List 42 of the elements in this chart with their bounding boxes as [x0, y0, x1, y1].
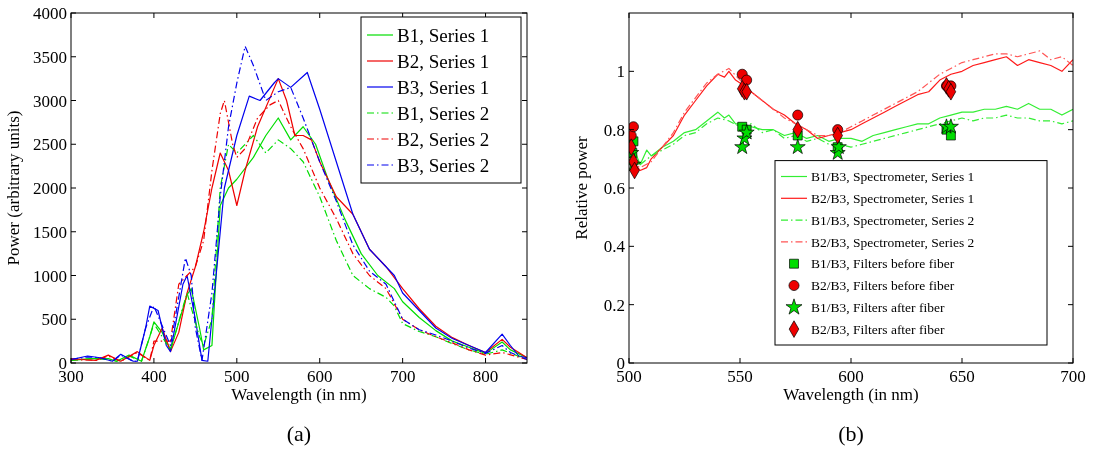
legend-label: B2, Series 2: [397, 128, 490, 150]
text: (a): [286, 421, 312, 446]
y-axis-title: Power (arbitrary units): [4, 110, 23, 266]
legend-label: B3, Series 1: [397, 76, 490, 98]
legend-label: B1/B3, Filters before fiber: [811, 256, 955, 272]
legend-label: B1/B3, Spectrometer, Series 1: [811, 169, 975, 185]
y-tick-label: 1500: [33, 222, 67, 242]
x-axis-title: Wavelength (in nm): [231, 385, 367, 404]
x-tick-label: 600: [306, 367, 333, 386]
y-tick-label: 0.4: [603, 237, 626, 257]
y-tick-label: 3000: [33, 91, 67, 111]
y-tick-label: 0.2: [603, 295, 625, 315]
legend-label: B1, Series 1: [397, 24, 490, 46]
y-tick-label: 1000: [33, 266, 67, 286]
x-tick-label: 400: [141, 367, 167, 386]
y-tick-label: 500: [41, 310, 67, 330]
y-axis-title: Relative power: [572, 135, 591, 240]
x-tick-label: 800: [472, 367, 499, 386]
legend-label: B1, Series 2: [397, 102, 490, 124]
legend-label: B2/B3, Filters before fiber: [811, 278, 955, 294]
y-tick-label: 4000: [33, 4, 67, 23]
y-tick-label: 0.6: [603, 179, 625, 198]
legend-label: B1/B3, Spectrometer, Series 2: [811, 212, 975, 228]
x-tick-label: 650: [949, 367, 975, 386]
legend-label: B2, Series 1: [397, 50, 490, 72]
y-tick-label: 2000: [33, 179, 67, 198]
legend-label: B3, Series 2: [397, 154, 490, 176]
y-tick-label: 1: [616, 62, 625, 82]
x-axis-title: Wavelength (in nm): [783, 385, 919, 404]
x-tick-label: 700: [389, 367, 416, 386]
x-tick-label: 500: [224, 367, 250, 386]
x-tick-label: 700: [1060, 367, 1086, 386]
text: (b): [838, 421, 864, 446]
x-tick-label: 550: [727, 367, 753, 386]
legend-label: B2/B3, Spectrometer, Series 2: [811, 234, 975, 250]
y-tick-label: 0.8: [603, 120, 625, 140]
y-tick-label: 2500: [33, 135, 67, 155]
legend-label: B1/B3, Filters after fiber: [811, 300, 945, 316]
legend-label: B2/B3, Spectrometer, Series 1: [811, 191, 975, 207]
legend-label: B2/B3, Filters after fiber: [811, 321, 945, 337]
y-tick-label: 3500: [33, 47, 67, 67]
x-tick-label: 600: [838, 367, 864, 386]
